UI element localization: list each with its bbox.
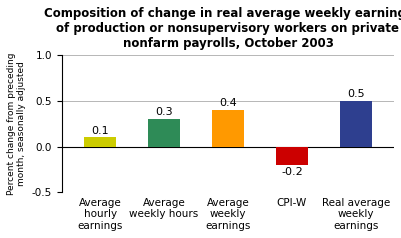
Y-axis label: Percent change from preceding
month, seasonally adjusted: Percent change from preceding month, sea…: [7, 53, 26, 195]
Bar: [84, 138, 116, 147]
Text: 0.3: 0.3: [155, 107, 173, 117]
Text: -0.2: -0.2: [281, 167, 303, 177]
Title: Composition of change in real average weekly earnings
of production or nonsuperv: Composition of change in real average we…: [44, 7, 401, 50]
Text: 0.4: 0.4: [219, 98, 237, 108]
Bar: [340, 101, 372, 147]
Text: 0.1: 0.1: [91, 126, 109, 136]
Bar: [276, 147, 308, 165]
Bar: [212, 110, 244, 147]
Text: 0.5: 0.5: [347, 89, 365, 99]
Bar: [148, 119, 180, 147]
